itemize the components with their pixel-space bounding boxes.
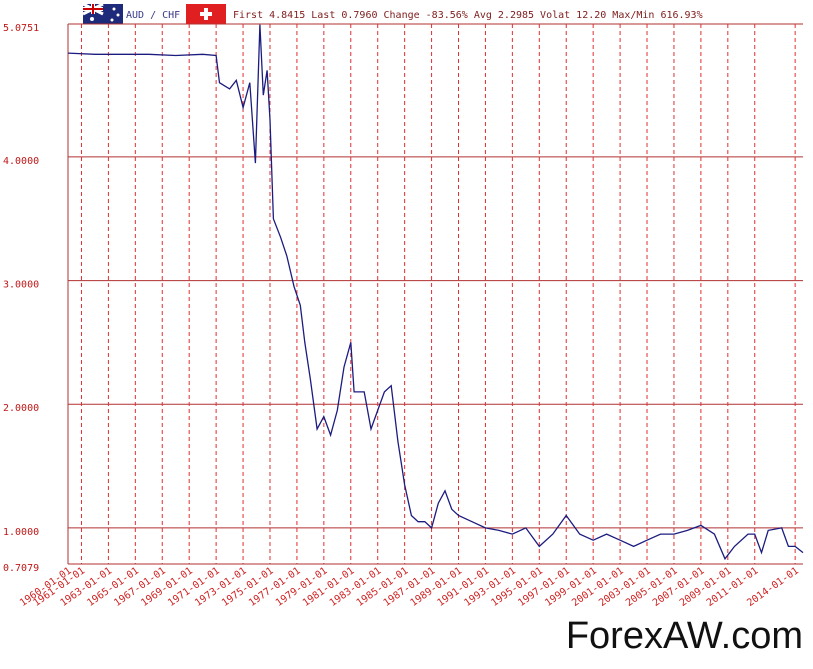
- y-tick-label: 0.7079: [3, 563, 39, 574]
- watermark: ForexAW.com: [566, 615, 803, 657]
- chart-subtitle: First 4.8415 Last 0.7960 Change -83.56% …: [233, 10, 703, 21]
- y-tick-label: 1.0000: [3, 527, 39, 538]
- y-tick-label: 4.0000: [3, 156, 39, 167]
- chart-title: AUD / CHF: [126, 10, 180, 21]
- y-tick-label: 3.0000: [3, 280, 39, 291]
- line: [67, 24, 804, 561]
- flag-au: [82, 2, 123, 24]
- flag-ch: [186, 4, 226, 24]
- y-tick-label: 2.0000: [3, 403, 39, 414]
- y-tick-label: 5.0751: [3, 23, 39, 34]
